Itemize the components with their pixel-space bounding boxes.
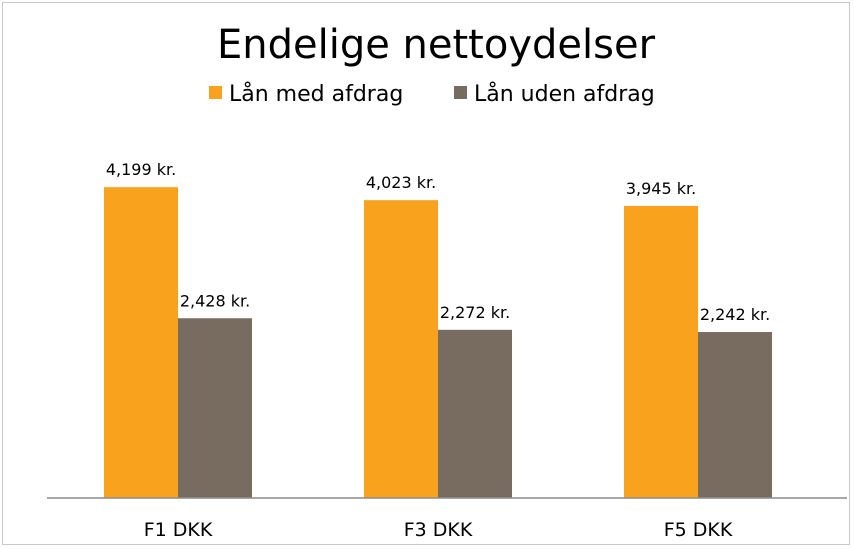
bar-series1-f5-dkk (698, 332, 772, 498)
legend: Lån med afdrag Lån uden afdrag (209, 81, 655, 107)
data-label-series0-f5-dkk: 3,945 kr. (626, 179, 696, 198)
x-tick-label-f1: F1 DKK (144, 519, 213, 541)
bar-series1-f1-dkk (178, 318, 252, 498)
bars-group: 4,199 kr. 4,023 kr. 3,945 kr. 2,428 kr. 2,27… (104, 160, 772, 499)
bar-series0-f5-dkk (624, 205, 698, 498)
data-label-series0-f3-dkk: 4,023 kr. (366, 173, 436, 192)
x-tick-labels: F1 DKK F3 DKK F5 DKK (144, 519, 733, 541)
data-label-series1-f3-dkk: 2,272 kr. (440, 303, 510, 322)
legend-label-lan-med-afdrag: Lån med afdrag (229, 81, 403, 107)
bar-series0-f3-dkk (364, 200, 438, 498)
data-label-series1-f5-dkk: 2,242 kr. (700, 305, 770, 324)
bar-series0-f1-dkk (104, 187, 178, 499)
x-tick-label-f3: F3 DKK (404, 519, 473, 541)
legend-swatch-lan-med-afdrag (209, 86, 222, 99)
legend-swatch-lan-uden-afdrag (454, 86, 467, 99)
data-label-series1-f1-dkk: 2,428 kr. (180, 291, 250, 310)
x-tick-label-f5: F5 DKK (664, 519, 733, 541)
chart-title: Endelige nettoydelser (217, 22, 656, 68)
legend-label-lan-uden-afdrag: Lån uden afdrag (474, 81, 655, 107)
bar-series1-f3-dkk (438, 329, 512, 498)
data-label-series0-f1-dkk: 4,199 kr. (106, 160, 176, 179)
